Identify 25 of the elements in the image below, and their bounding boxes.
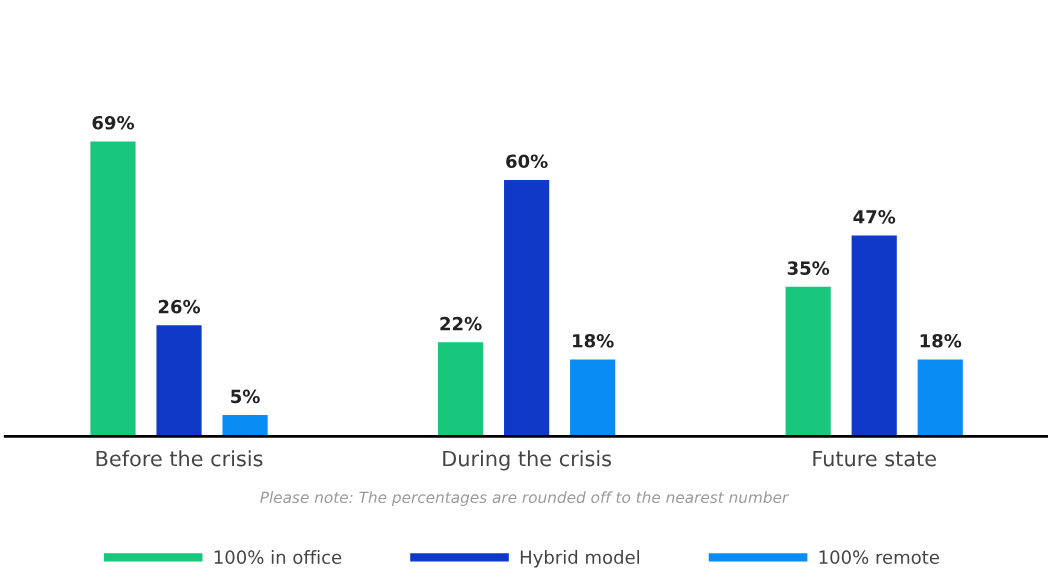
x-tick-label: Future state — [813, 450, 936, 467]
data-label: 26% — [158, 299, 201, 314]
legend-label: 100% remote — [819, 550, 939, 565]
bar — [570, 359, 616, 437]
data-label: 35% — [787, 261, 830, 275]
bar — [785, 286, 831, 437]
text: Please note: The percentages are rounded off to the nearest number — [260, 491, 790, 507]
data-label: 18% — [573, 333, 614, 348]
bar — [222, 415, 268, 437]
bar — [437, 342, 484, 437]
data-label: 22% — [440, 316, 482, 331]
bar — [156, 325, 202, 437]
data-label: 18% — [920, 333, 962, 348]
data-label: 69% — [92, 115, 135, 130]
bar — [851, 235, 897, 437]
legend-label: 100% in office — [214, 550, 342, 565]
data-label: 60% — [506, 154, 548, 169]
data-label: 5% — [231, 389, 260, 404]
bar — [504, 179, 550, 437]
data-label: 47% — [853, 209, 896, 224]
bar — [90, 141, 136, 437]
x-tick-label: Before the crisis — [96, 450, 263, 467]
bar — [917, 359, 963, 437]
legend-label: Hybrid model — [520, 550, 639, 568]
x-tick-label: During the crisis — [443, 450, 611, 471]
